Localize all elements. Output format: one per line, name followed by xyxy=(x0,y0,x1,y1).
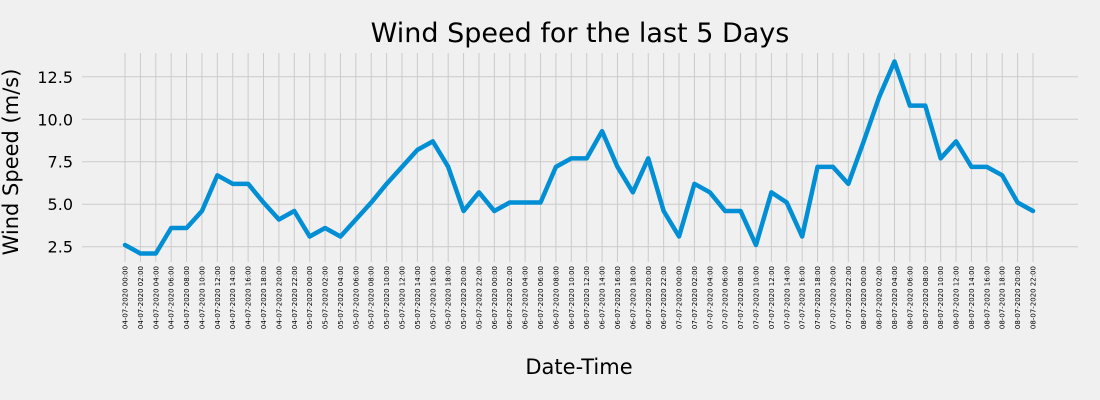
x-tick-label: 08-07-2020 06:00 xyxy=(906,266,914,329)
x-tick-label: 07-07-2020 08:00 xyxy=(737,266,745,329)
x-tick-label: 05-07-2020 10:00 xyxy=(383,266,391,329)
series-layer xyxy=(122,59,1036,256)
y-axis-label: Wind Speed (m/s) xyxy=(0,69,23,256)
x-tick-label: 06-07-2020 14:00 xyxy=(599,266,607,329)
x-tick-label: 08-07-2020 02:00 xyxy=(876,266,884,329)
x-tick-label: 08-07-2020 00:00 xyxy=(860,266,868,329)
x-tick-label: 06-07-2020 06:00 xyxy=(537,266,545,329)
x-tick-label: 06-07-2020 20:00 xyxy=(645,266,653,329)
x-tick-label: 04-07-2020 08:00 xyxy=(183,266,191,329)
x-tick-label: 08-07-2020 22:00 xyxy=(1030,266,1038,329)
x-tick-label: 06-07-2020 18:00 xyxy=(629,266,637,329)
y-tick-labels: 2.5 5.0 7.5 10.0 12.5 xyxy=(37,68,73,257)
x-tick-labels: 04-07-2020 00:00 04-07-2020 02:00 04-07-20… xyxy=(122,266,1038,329)
x-tick-label: 04-07-2020 12:00 xyxy=(214,266,222,329)
x-tick-label: 05-07-2020 14:00 xyxy=(414,266,422,329)
x-tick-label: 04-07-2020 00:00 xyxy=(122,266,130,329)
x-tick-label: 04-07-2020 04:00 xyxy=(152,266,160,329)
x-tick-label: 06-07-2020 04:00 xyxy=(522,266,530,329)
x-tick-label: 04-07-2020 06:00 xyxy=(168,266,176,329)
x-tick-label: 06-07-2020 16:00 xyxy=(614,266,622,329)
x-tick-label: 08-07-2020 16:00 xyxy=(983,266,991,329)
x-tick-label: 07-07-2020 20:00 xyxy=(829,266,837,329)
x-tick-label: 07-07-2020 04:00 xyxy=(706,266,714,329)
x-tick-label: 04-07-2020 20:00 xyxy=(275,266,283,329)
x-tick-label: 07-07-2020 14:00 xyxy=(783,266,791,329)
x-tick-label: 07-07-2020 10:00 xyxy=(752,266,760,329)
x-tick-label: 07-07-2020 22:00 xyxy=(845,266,853,329)
x-tick-label: 05-07-2020 00:00 xyxy=(306,266,314,329)
x-tick-label: 08-07-2020 10:00 xyxy=(937,266,945,329)
y-tick-label: 10.0 xyxy=(37,110,73,129)
x-tick-label: 05-07-2020 12:00 xyxy=(399,266,407,329)
x-tick-label: 07-07-2020 00:00 xyxy=(676,266,684,329)
y-tick-label: 7.5 xyxy=(48,153,73,172)
x-tick-label: 04-07-2020 02:00 xyxy=(137,266,145,329)
y-tick-label: 2.5 xyxy=(48,238,73,257)
x-tick-label: 04-07-2020 22:00 xyxy=(291,266,299,329)
x-axis-label: Date-Time xyxy=(525,355,632,379)
x-tick-label: 08-07-2020 14:00 xyxy=(968,266,976,329)
y-tick-label: 12.5 xyxy=(37,68,73,87)
x-tick-label: 07-07-2020 06:00 xyxy=(722,266,730,329)
y-tick-label: 5.0 xyxy=(48,195,73,214)
x-tick-label: 05-07-2020 04:00 xyxy=(337,266,345,329)
x-tick-label: 05-07-2020 22:00 xyxy=(475,266,483,329)
x-tick-label: 05-07-2020 16:00 xyxy=(429,266,437,329)
x-tick-label: 06-07-2020 10:00 xyxy=(568,266,576,329)
x-tick-label: 08-07-2020 12:00 xyxy=(953,266,961,329)
x-tick-label: 06-07-2020 00:00 xyxy=(491,266,499,329)
x-tick-label: 06-07-2020 22:00 xyxy=(660,266,668,329)
chart-title: Wind Speed for the last 5 Days xyxy=(371,18,790,49)
x-tick-label: 07-07-2020 12:00 xyxy=(768,266,776,329)
x-tick-label: 08-07-2020 08:00 xyxy=(922,266,930,329)
x-tick-label: 05-07-2020 20:00 xyxy=(460,266,468,329)
x-tick-label: 05-07-2020 08:00 xyxy=(368,266,376,329)
x-tick-label: 07-07-2020 18:00 xyxy=(814,266,822,329)
x-tick-label: 04-07-2020 10:00 xyxy=(198,266,206,329)
x-tick-label: 07-07-2020 02:00 xyxy=(691,266,699,329)
x-tick-label: 04-07-2020 16:00 xyxy=(245,266,253,329)
x-tick-label: 05-07-2020 18:00 xyxy=(445,266,453,329)
x-tick-label: 05-07-2020 06:00 xyxy=(352,266,360,329)
x-tick-label: 05-07-2020 02:00 xyxy=(322,266,330,329)
x-tick-label: 08-07-2020 18:00 xyxy=(999,266,1007,329)
x-tick-label: 04-07-2020 18:00 xyxy=(260,266,268,329)
x-tick-label: 06-07-2020 12:00 xyxy=(583,266,591,329)
x-tick-label: 08-07-2020 04:00 xyxy=(891,266,899,329)
x-tick-label: 04-07-2020 14:00 xyxy=(229,266,237,329)
x-tick-label: 07-07-2020 16:00 xyxy=(799,266,807,329)
x-tick-label: 06-07-2020 08:00 xyxy=(552,266,560,329)
x-tick-label: 08-07-2020 20:00 xyxy=(1014,266,1022,329)
x-tick-label: 06-07-2020 02:00 xyxy=(506,266,514,329)
series-line xyxy=(122,59,1036,256)
